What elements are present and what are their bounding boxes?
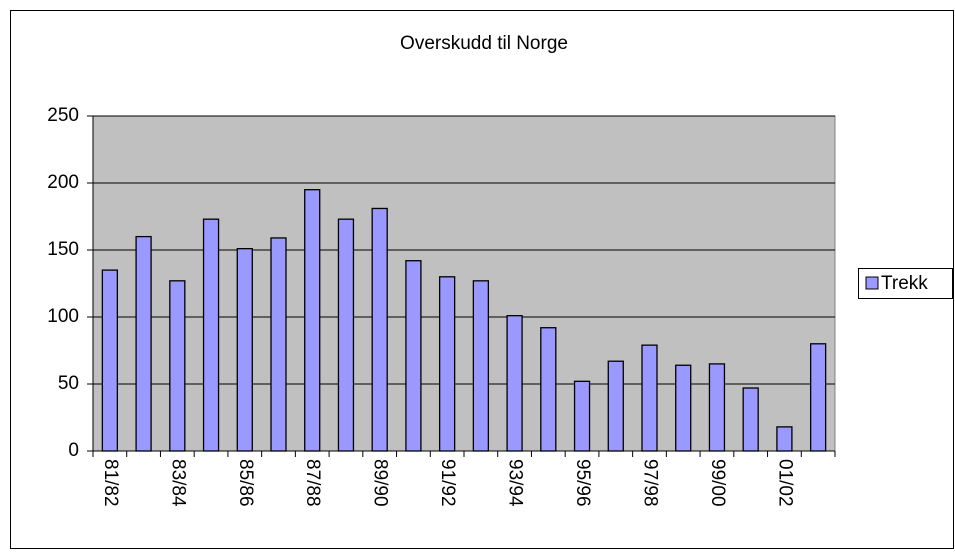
y-tick-label: 200 [47,172,79,193]
legend-swatch [865,276,879,290]
bar [472,280,490,452]
bar [607,360,624,452]
x-tick-label: 97/98 [639,459,660,507]
chart-title: Overskudd til Norge [400,33,568,54]
y-tick-label: 150 [47,239,79,260]
bar [573,380,591,452]
y-tick-label: 50 [58,373,79,394]
bar [438,276,456,452]
bar [135,235,152,452]
bar [304,189,321,452]
bar [776,426,793,452]
bar [708,363,726,452]
y-tick-label: 0 [68,440,79,461]
y-tick-label: 100 [47,306,79,327]
bar [809,343,827,452]
x-tick-label: 89/90 [370,459,391,507]
bar [169,280,186,452]
bar [270,237,287,452]
bar [371,207,388,452]
x-tick-label: 81/82 [100,459,121,507]
bar [405,260,422,452]
bar [742,387,759,452]
bar [641,344,658,452]
legend-label: Trekk [881,273,928,294]
x-tick-label: 83/84 [167,459,188,507]
bar [236,248,253,452]
x-tick-label: 93/94 [505,459,526,507]
bar [506,315,523,452]
x-tick-label: 95/96 [572,459,593,507]
y-tick-label: 250 [47,105,79,126]
x-tick-label: 91/92 [437,459,458,507]
x-tick-label: 01/02 [774,459,795,507]
bar [101,269,119,452]
bar [337,218,355,452]
x-tick-label: 99/00 [707,459,728,507]
bar [202,218,220,452]
x-tick-label: 87/88 [302,459,323,507]
x-tick-label: 85/86 [235,459,256,507]
bar [675,364,692,452]
bar [540,327,557,452]
